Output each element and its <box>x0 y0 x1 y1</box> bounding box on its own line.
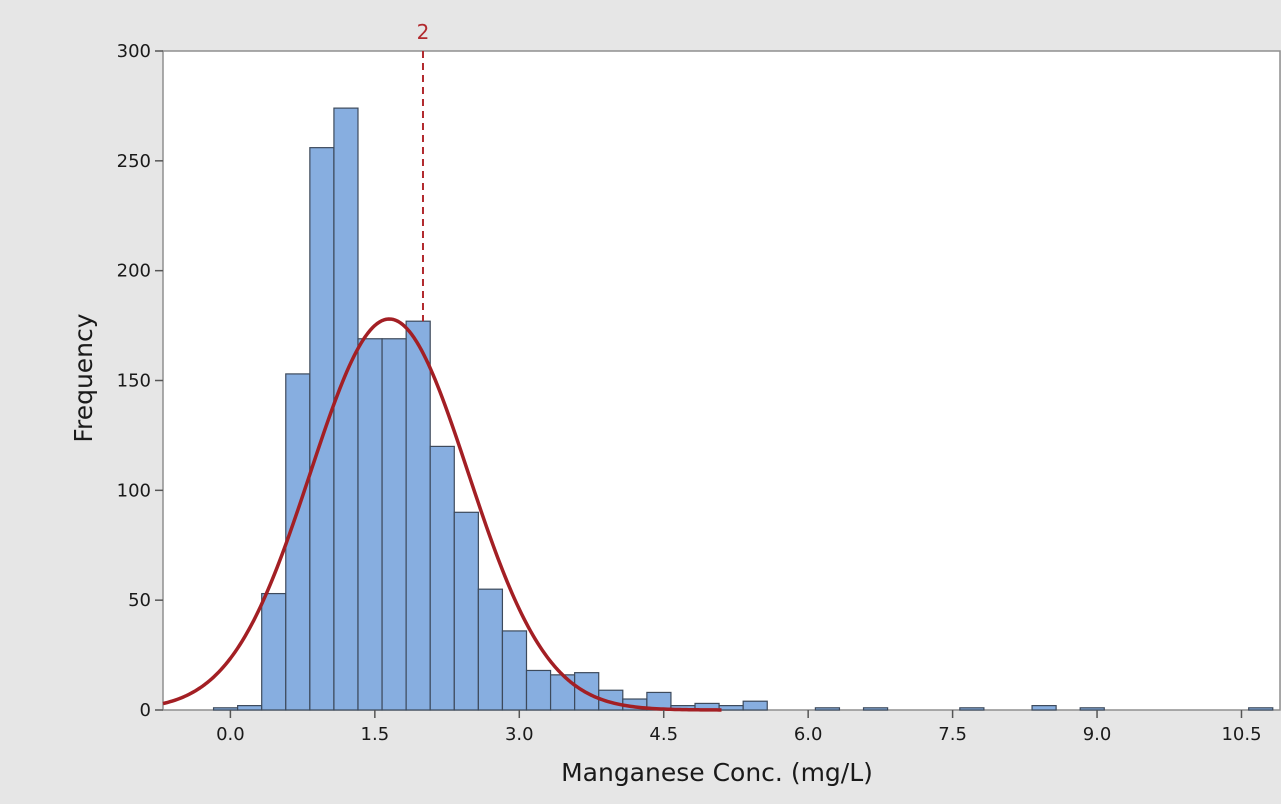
x-tick-label: 1.5 <box>361 724 390 745</box>
histogram-bar <box>742 700 768 711</box>
y-tick-label: 250 <box>117 151 151 172</box>
histogram-bar <box>333 107 359 711</box>
x-axis: 0.0 1.5 3.0 4.5 6.0 7.5 9.0 10.5 <box>216 710 1262 745</box>
histogram-bar <box>429 445 455 711</box>
normal-fit-curve <box>162 317 722 712</box>
fit-curve-layer <box>162 317 722 712</box>
histogram-bar <box>453 511 479 711</box>
x-tick-label: 6.0 <box>794 724 823 745</box>
y-tick-label: 50 <box>128 590 151 611</box>
x-tick-label: 7.5 <box>938 724 967 745</box>
histogram-bar <box>285 373 311 711</box>
y-tick-label: 300 <box>117 41 151 62</box>
histogram-bar <box>237 705 263 711</box>
histogram-bar <box>501 630 528 711</box>
histogram-bar <box>1079 707 1105 711</box>
histogram-bar <box>381 338 407 711</box>
x-tick-label: 4.5 <box>649 724 678 745</box>
histogram-bar <box>357 338 383 711</box>
y-tick-label: 100 <box>117 480 151 501</box>
x-tick-label: 0.0 <box>216 724 245 745</box>
histogram-bar <box>477 588 504 711</box>
histogram-bar <box>862 707 889 711</box>
histogram-bar <box>1248 707 1274 711</box>
histogram-bar <box>309 147 335 711</box>
histogram-bar <box>525 669 552 711</box>
histogram-bar <box>261 592 287 711</box>
x-axis-title: Manganese Conc. (mg/L) <box>561 758 873 787</box>
histogram-bar <box>1031 705 1057 711</box>
histogram-bar <box>718 705 744 711</box>
y-axis-title: Frequency <box>69 313 98 442</box>
x-tick-label: 10.5 <box>1221 724 1261 745</box>
y-tick-label: 150 <box>117 371 151 392</box>
x-tick-label: 9.0 <box>1083 724 1112 745</box>
reference-line-label: 2 <box>417 20 430 44</box>
y-tick-label: 0 <box>140 700 151 721</box>
y-axis: 0 50 100 150 200 250 300 <box>117 41 163 721</box>
x-tick-label: 3.0 <box>505 724 534 745</box>
bars-layer <box>212 107 1274 711</box>
histogram-bar <box>959 707 985 711</box>
histogram-bar <box>212 707 239 711</box>
y-tick-label: 200 <box>117 261 151 282</box>
histogram-bar <box>405 320 431 711</box>
histogram-bar <box>814 707 841 711</box>
reference-line-layer: 2 <box>417 20 430 322</box>
